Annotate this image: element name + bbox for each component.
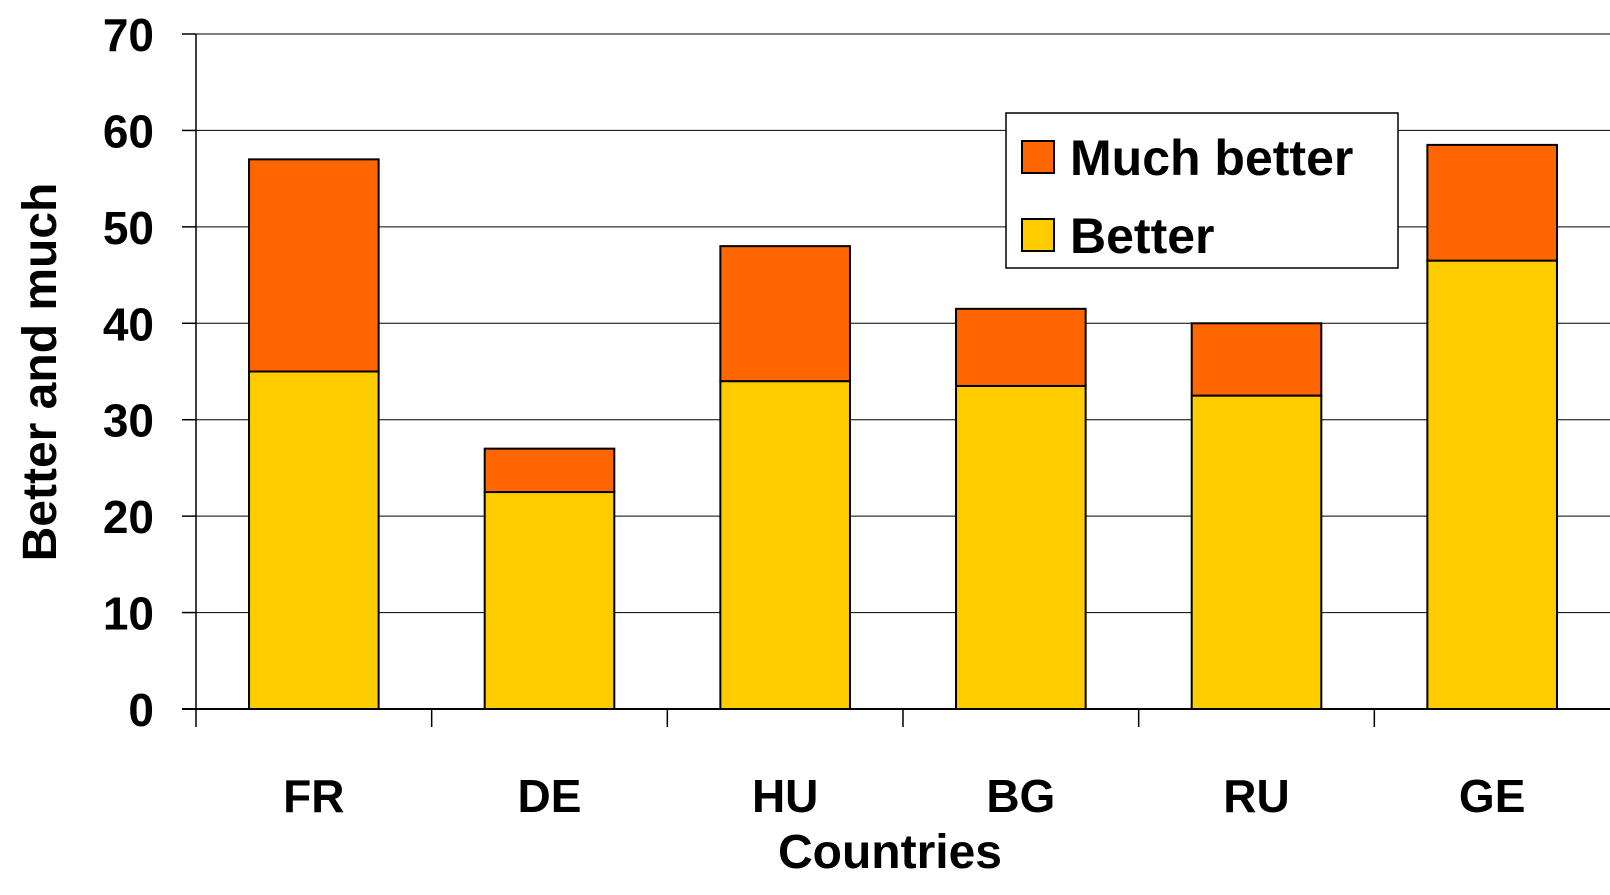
x-tick-label: HU	[752, 770, 818, 822]
x-tick-label: GE	[1459, 770, 1525, 822]
y-tick-label: 10	[103, 588, 154, 640]
legend-label: Better	[1070, 208, 1214, 264]
legend-swatch-better	[1021, 218, 1055, 252]
bar-de-better	[483, 491, 616, 710]
y-tick-label: 70	[103, 9, 154, 61]
axes	[182, 33, 1610, 727]
x-tick-label: FR	[283, 770, 344, 822]
y-tick-label: 40	[103, 298, 154, 350]
bar-ru-better	[1190, 394, 1323, 710]
bar-de-much-better	[483, 447, 616, 494]
x-tick-label: RU	[1223, 770, 1289, 822]
bar-hu-better	[719, 380, 851, 710]
bar-ge-much-better	[1426, 143, 1558, 262]
bar-fr-better	[248, 370, 380, 710]
bar-bg-better	[955, 384, 1087, 710]
y-tick-label: 50	[103, 202, 154, 254]
y-tick-labels: 0 10 20 30 40 50 60 70	[103, 9, 154, 736]
legend-swatch-much-better	[1021, 140, 1055, 174]
bar-hu-much-better	[719, 245, 851, 383]
bar-ge-better	[1426, 259, 1558, 710]
x-axis-title: Countries	[778, 826, 1002, 879]
y-tick-label: 30	[103, 395, 154, 447]
grid-lines	[196, 33, 1610, 614]
legend: Much better Better	[1005, 112, 1399, 269]
bars	[248, 143, 1558, 710]
bar-ru-much-better	[1190, 322, 1323, 397]
legend-label: Much better	[1070, 130, 1353, 186]
y-axis-title: Better and much	[14, 183, 67, 562]
y-tick-label: 20	[103, 491, 154, 543]
x-tick-label: DE	[518, 770, 582, 822]
bar-fr-much-better	[248, 158, 380, 373]
y-tick-label: 60	[103, 105, 154, 157]
x-tick-label: BG	[986, 770, 1055, 822]
y-tick-label: 0	[128, 684, 154, 736]
x-tick-labels: FR DE HU BG RU GE	[283, 770, 1525, 822]
bar-bg-much-better	[955, 307, 1087, 387]
legend-box	[1005, 112, 1399, 269]
